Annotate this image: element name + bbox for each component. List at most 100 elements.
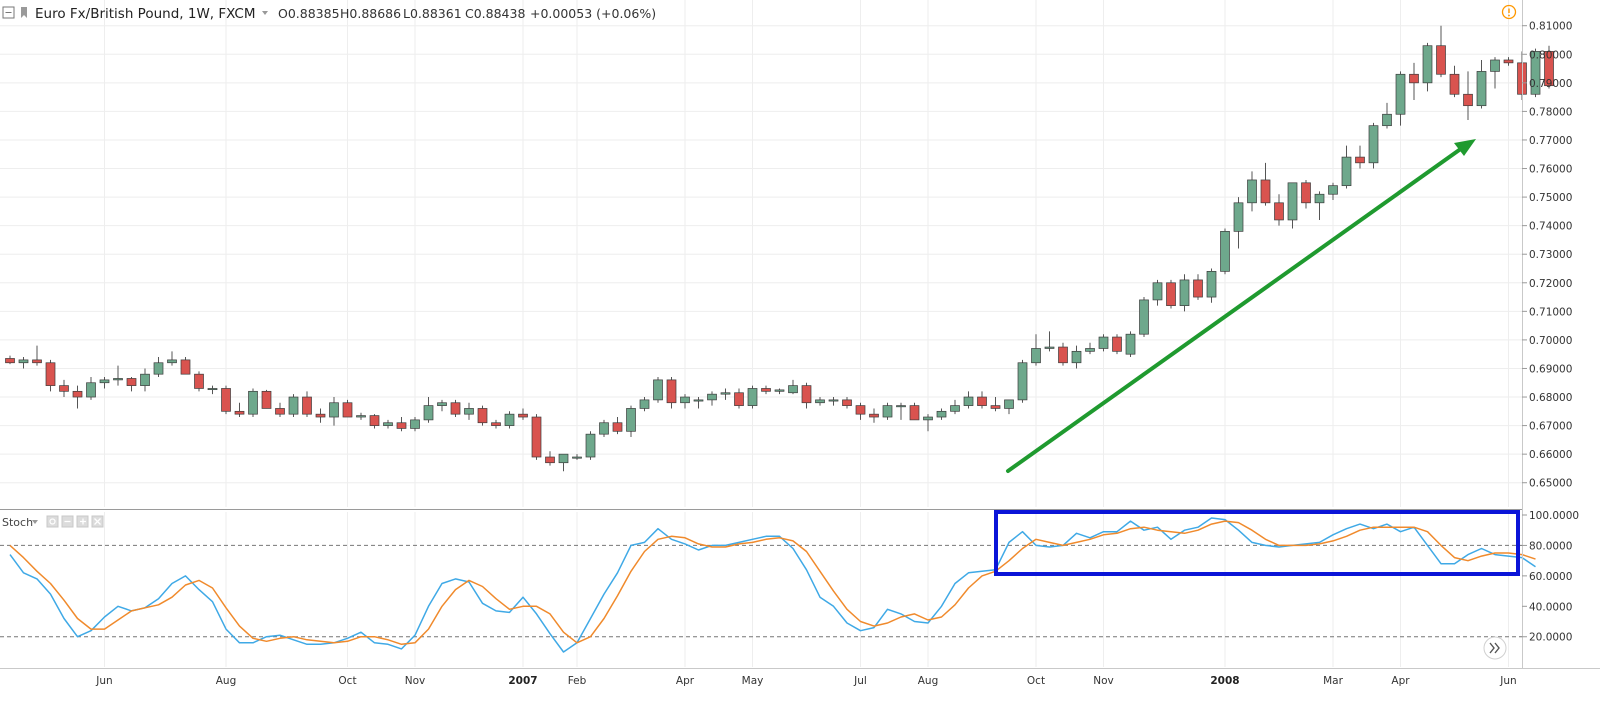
warning-icon[interactable] [1501,4,1517,20]
symbol-title[interactable]: Euro Fx/British Pound, 1W, FXCM [35,6,256,22]
time-axis[interactable]: Jun Aug Oct Nov 2007 Feb Apr May Jul Aug Oct Nov 200… [95,675,1516,687]
stoch-d-line[interactable] [9,520,1536,646]
candle[interactable] [356,412,366,420]
stoch-axis[interactable]: 20.0000 40.0000 60.0000 80.0000 100.0000 [1522,510,1579,644]
candle[interactable] [869,408,879,423]
candle[interactable] [248,388,258,418]
candle[interactable] [329,397,339,426]
candle[interactable] [545,451,555,466]
candle[interactable] [666,377,677,409]
candle[interactable] [977,391,987,409]
candle[interactable] [1544,45,1554,89]
candle[interactable] [180,357,191,375]
candle[interactable] [950,399,960,415]
candle[interactable] [1247,171,1257,212]
candle[interactable] [86,377,96,400]
candle[interactable] [1260,162,1271,206]
candle[interactable] [383,419,393,429]
candle[interactable] [423,397,434,423]
candle[interactable] [491,419,501,429]
candle[interactable] [1530,48,1541,98]
candle[interactable] [1422,42,1433,92]
candle[interactable] [585,431,596,460]
candle[interactable] [815,397,825,406]
candle[interactable] [599,419,609,438]
candle[interactable] [518,408,528,420]
candle[interactable] [45,359,56,392]
candle[interactable] [261,389,272,409]
candle[interactable] [140,368,150,392]
candle[interactable] [612,417,623,435]
candle[interactable] [1031,334,1041,366]
candle[interactable] [1476,59,1487,109]
candle[interactable] [126,377,137,392]
symbol-dropdown-icon[interactable] [262,11,268,15]
candle[interactable] [59,379,69,398]
candle[interactable] [1395,71,1406,126]
candle[interactable] [1274,194,1284,226]
candle[interactable] [302,391,312,418]
candle[interactable] [167,351,177,366]
candle[interactable] [477,405,488,426]
candle[interactable] [882,402,893,420]
candle[interactable] [936,408,947,420]
candle[interactable] [707,391,717,406]
candle[interactable] [396,417,407,432]
candle[interactable] [1017,359,1028,403]
candle[interactable] [801,382,812,409]
candle[interactable] [1220,228,1230,275]
candle[interactable] [639,397,650,412]
candle[interactable] [531,414,542,460]
candle[interactable] [504,411,515,429]
candle[interactable] [1503,57,1514,66]
candle[interactable] [1463,71,1473,120]
candle[interactable] [1125,331,1136,358]
candle[interactable] [1490,57,1500,89]
collapse-icon[interactable] [2,6,15,19]
flag-icon[interactable] [21,7,27,18]
candle[interactable] [342,399,353,418]
candle[interactable] [1409,62,1419,100]
candle[interactable] [275,402,285,418]
candle[interactable] [410,417,420,432]
candle[interactable] [207,385,218,395]
highlight-box[interactable] [994,510,1520,576]
candle[interactable] [990,397,1001,412]
stoch-title[interactable]: Stoch [2,516,33,529]
candle[interactable] [369,414,380,429]
candle[interactable] [1436,25,1446,78]
candle[interactable] [923,414,933,432]
candle[interactable] [828,397,839,406]
candle[interactable] [1112,334,1122,355]
candle[interactable] [99,377,110,389]
candle[interactable] [747,385,758,409]
candle[interactable] [1314,191,1325,220]
candle[interactable] [1382,102,1392,129]
candle[interactable] [72,385,83,409]
candle[interactable] [437,399,447,412]
candle[interactable] [194,371,204,392]
candle[interactable] [1098,334,1109,352]
candle[interactable] [1193,274,1203,300]
candle[interactable] [1152,279,1163,306]
candle[interactable] [896,402,906,420]
stoch-dropdown-icon[interactable] [32,520,38,524]
candle[interactable] [680,394,690,409]
candle[interactable] [1355,145,1365,169]
candle[interactable] [855,402,866,420]
stoch-k-line[interactable] [9,517,1536,653]
candle[interactable] [1071,345,1082,369]
candle[interactable] [288,394,299,418]
candle[interactable] [761,385,771,395]
candle[interactable] [1166,279,1176,309]
candle[interactable] [113,365,123,386]
candle[interactable] [464,402,474,420]
candle[interactable] [1233,197,1244,249]
candle[interactable] [315,408,326,423]
price-axis[interactable]: 0.65000 0.66000 0.67000 0.68000 0.69000 0.700… [1522,21,1572,490]
candle[interactable] [720,388,731,400]
candle[interactable] [788,379,798,395]
candle[interactable] [1328,182,1338,200]
candle[interactable] [963,391,974,409]
candle[interactable] [1139,297,1149,338]
